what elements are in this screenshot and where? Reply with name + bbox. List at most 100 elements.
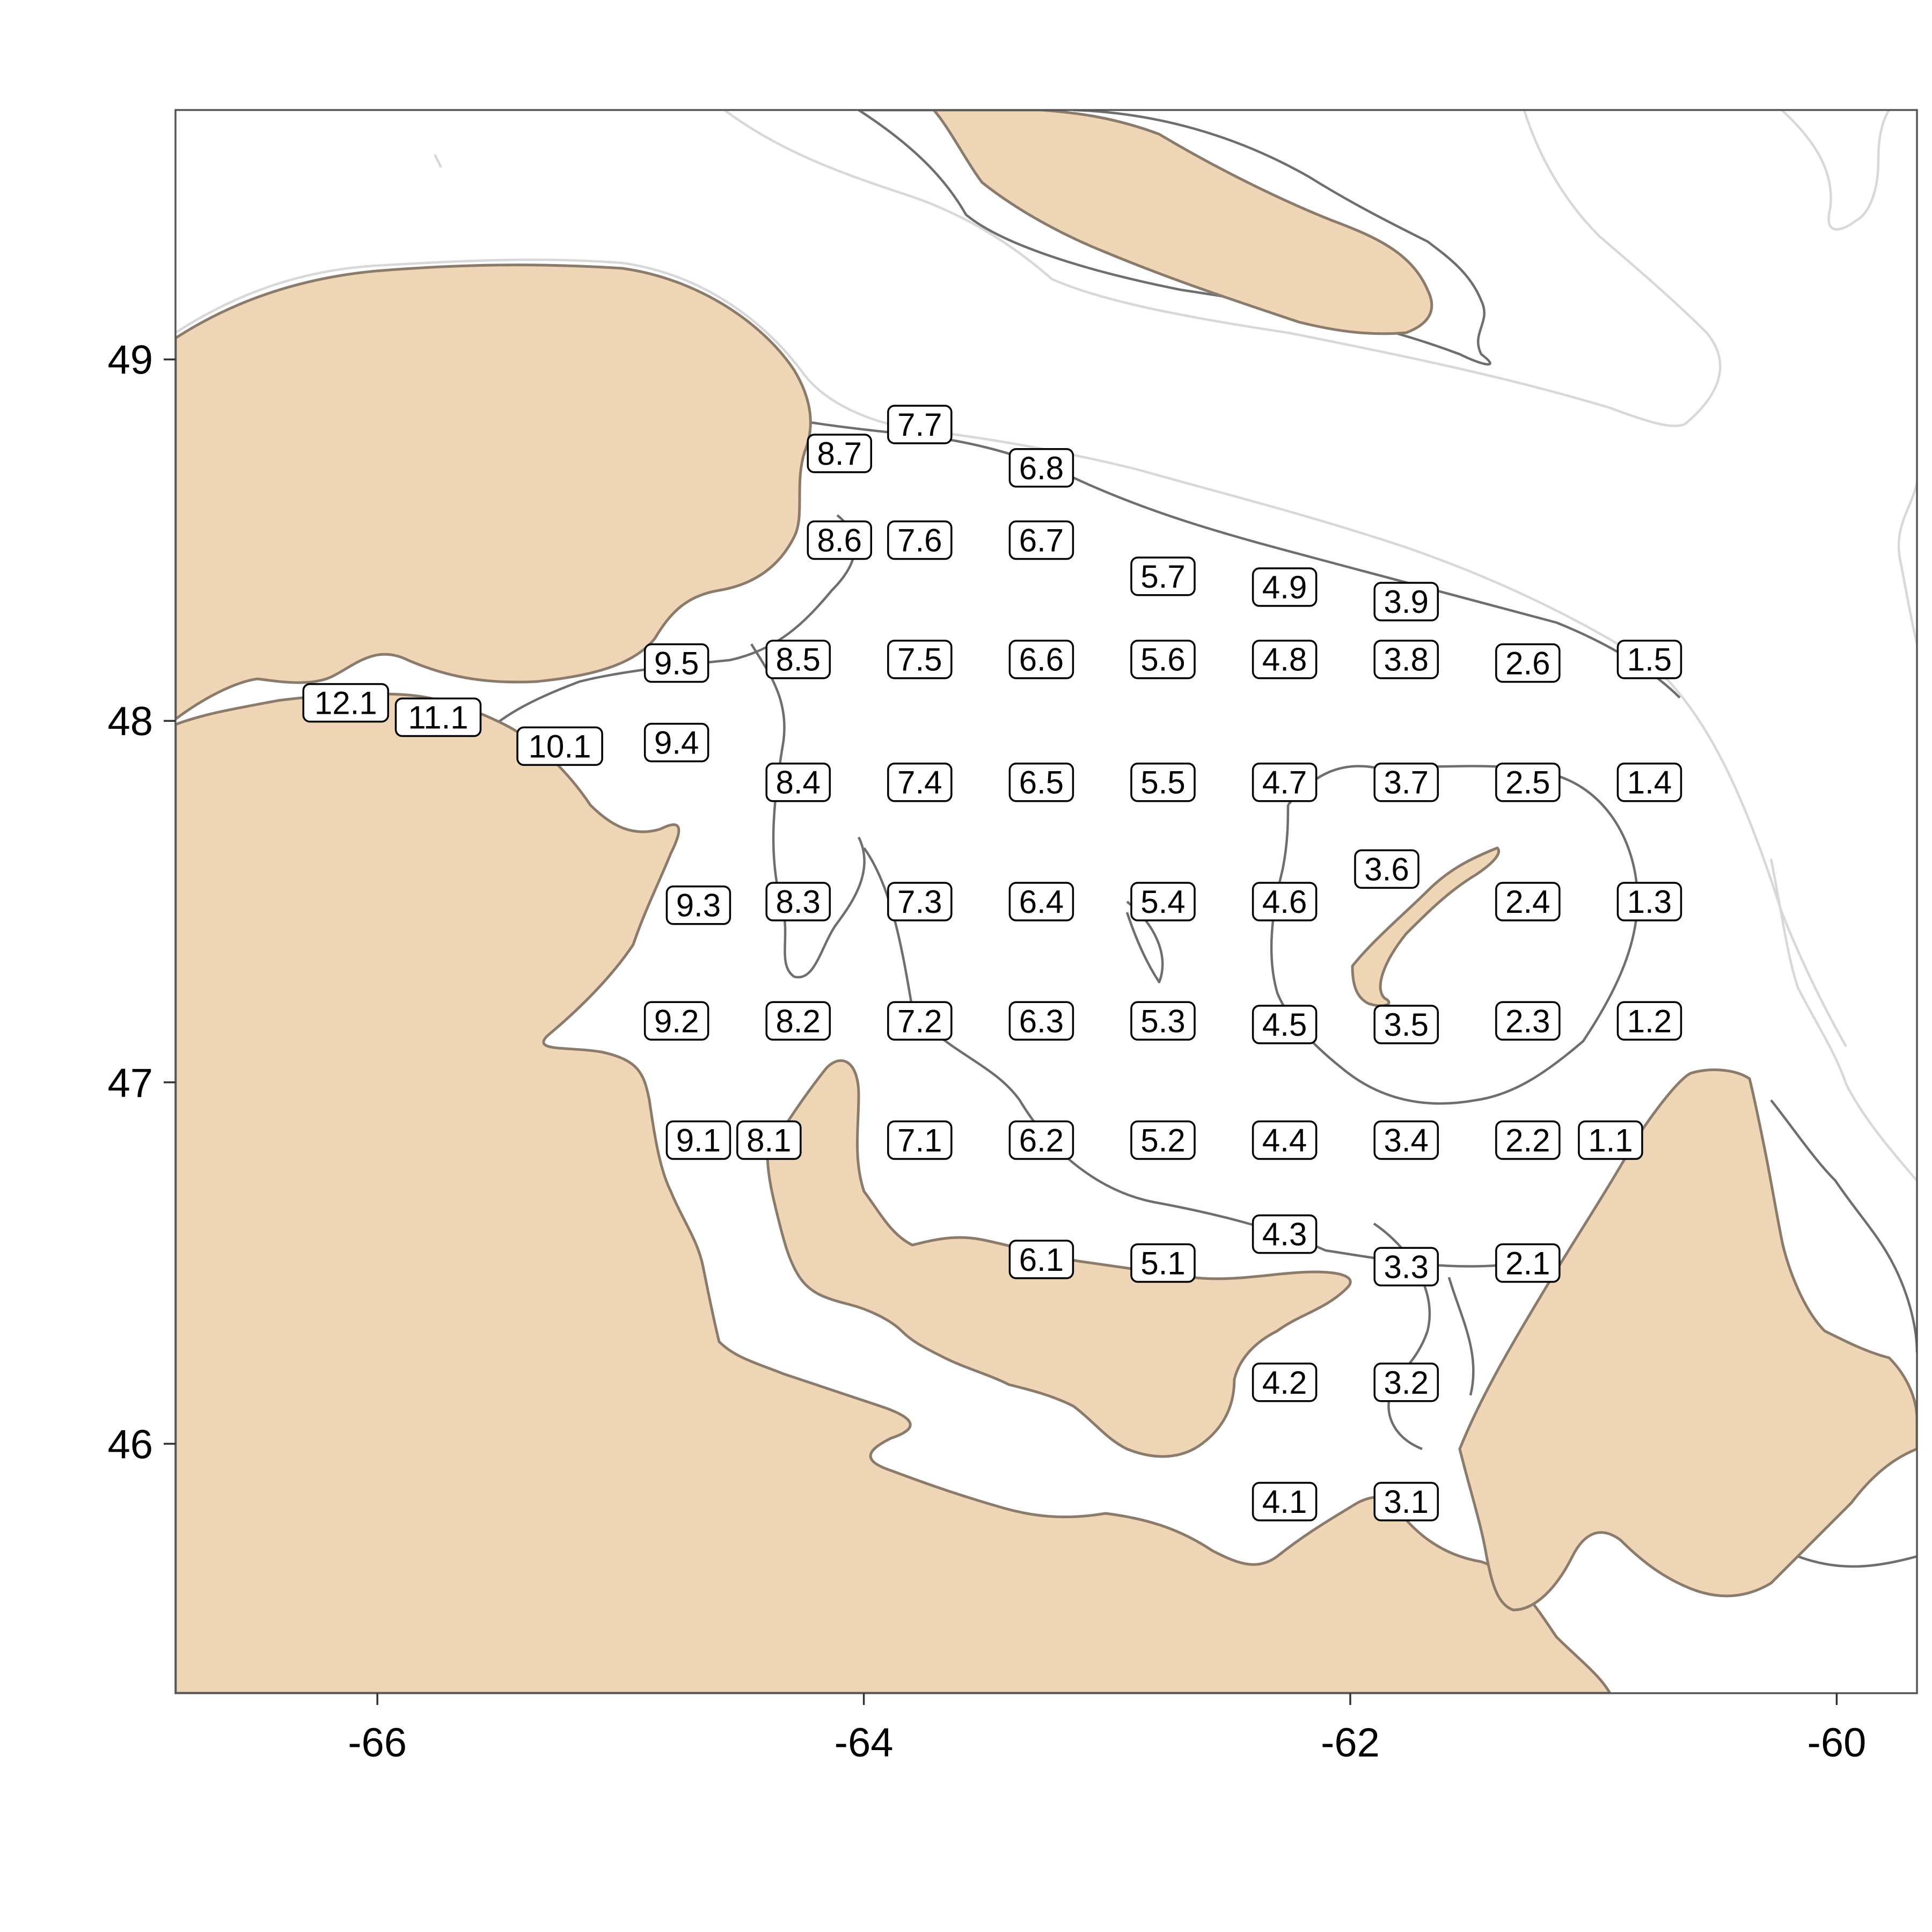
station-label-box [1252,1120,1318,1160]
station-marker[interactable]: 8.1 [736,1120,802,1160]
station-marker[interactable]: 4.2 [1252,1363,1318,1402]
station-label-box [887,1120,953,1160]
station-label-box [643,643,709,683]
station-marker[interactable]: 3.3 [1373,1247,1439,1287]
station-marker[interactable]: 3.6 [1354,849,1419,889]
station-marker[interactable]: 2.4 [1495,882,1561,921]
station-marker[interactable]: 1.5 [1616,639,1682,679]
station-label: 3.3 [1384,1249,1429,1285]
x-tick-label: -60 [1807,1720,1867,1766]
station-marker[interactable]: 6.1 [1008,1240,1074,1279]
station-marker[interactable]: 8.4 [765,762,831,802]
station-label-box [765,639,831,679]
station-label: 3.8 [1384,642,1429,678]
station-label-box [1130,762,1196,802]
station-marker[interactable]: 1.1 [1578,1120,1643,1160]
station-marker[interactable]: 3.4 [1373,1120,1439,1160]
station-marker[interactable]: 7.3 [887,882,953,921]
station-marker[interactable]: 2.1 [1495,1243,1561,1283]
station-marker[interactable]: 5.4 [1130,882,1196,921]
station-label-box [887,762,953,802]
station-marker[interactable]: 5.2 [1130,1120,1196,1160]
station-marker[interactable]: 7.7 [887,405,953,444]
station-marker[interactable]: 6.8 [1008,448,1074,488]
station-marker[interactable]: 5.1 [1130,1243,1196,1283]
station-marker[interactable]: 3.2 [1373,1363,1439,1402]
station-marker[interactable]: 7.4 [887,762,953,802]
station-label-box [1373,1482,1439,1521]
station-marker[interactable]: 7.6 [887,520,953,560]
station-marker[interactable]: 3.5 [1373,1005,1439,1044]
station-marker[interactable]: 6.7 [1008,520,1074,560]
station-marker[interactable]: 5.6 [1130,639,1196,679]
station-marker[interactable]: 4.9 [1252,567,1318,607]
station-marker[interactable]: 7.1 [887,1120,953,1160]
station-label: 4.7 [1262,765,1307,801]
station-marker[interactable]: 8.2 [765,1001,831,1041]
station-label: 3.9 [1384,584,1429,620]
station-label: 1.1 [1588,1123,1633,1159]
station-marker[interactable]: 9.5 [643,643,709,683]
station-marker[interactable]: 12.1 [302,683,389,723]
station-marker[interactable]: 6.6 [1008,639,1074,679]
station-marker[interactable]: 8.3 [765,882,831,921]
station-marker[interactable]: 9.1 [665,1120,731,1160]
station-marker[interactable]: 7.5 [887,639,953,679]
station-label-box [887,520,953,560]
station-marker[interactable]: 1.4 [1616,762,1682,802]
isobath-dark-magdalen-loop [750,643,866,979]
station-marker[interactable]: 5.7 [1130,557,1196,596]
station-marker[interactable]: 4.3 [1252,1214,1318,1254]
station-marker[interactable]: 3.7 [1373,762,1439,802]
station-label: 2.3 [1505,1003,1550,1039]
station-marker[interactable]: 4.6 [1252,882,1318,921]
station-label: 8.1 [747,1123,791,1159]
station-marker[interactable]: 8.7 [807,434,873,473]
station-label: 6.7 [1019,522,1064,558]
station-label: 11.1 [408,700,468,736]
station-marker[interactable]: 6.5 [1008,762,1074,802]
station-marker[interactable]: 6.2 [1008,1120,1074,1160]
station-marker[interactable]: 7.2 [887,1001,953,1041]
station-marker[interactable]: 1.2 [1616,1001,1682,1041]
station-marker[interactable]: 4.5 [1252,1005,1318,1044]
station-marker[interactable]: 4.8 [1252,639,1318,679]
station-marker[interactable]: 1.3 [1616,882,1682,921]
station-label-box [1616,882,1682,921]
y-tick-label: 47 [107,1060,153,1106]
station-marker[interactable]: 3.1 [1373,1482,1439,1521]
station-marker[interactable]: 4.1 [1252,1482,1318,1521]
station-label-box [643,722,709,763]
station-label: 3.5 [1384,1007,1429,1043]
station-marker[interactable]: 8.6 [807,520,873,560]
station-marker[interactable]: 10.1 [516,726,603,766]
station-marker[interactable]: 6.3 [1008,1001,1074,1041]
station-marker[interactable]: 11.1 [394,697,482,737]
station-marker[interactable]: 9.4 [643,722,709,763]
station-marker[interactable]: 5.5 [1130,762,1196,802]
x-tick-label: -64 [835,1720,894,1766]
station-marker[interactable]: 4.4 [1252,1120,1318,1160]
isobath-dark-anticosti [858,110,1491,366]
station-marker[interactable]: 3.9 [1373,582,1439,621]
station-marker[interactable]: 8.5 [765,639,831,679]
station-label: 5.5 [1140,765,1185,801]
station-marker[interactable]: 5.3 [1130,1001,1196,1041]
station-marker[interactable]: 2.2 [1495,1120,1561,1160]
station-label-box [665,1120,731,1160]
station-label: 2.1 [1505,1246,1550,1282]
station-marker[interactable]: 4.7 [1252,762,1318,802]
station-marker[interactable]: 9.3 [665,885,731,925]
station-label-box [1373,1363,1439,1402]
station-label: 6.1 [1019,1242,1064,1278]
station-marker[interactable]: 2.5 [1495,762,1561,802]
station-label: 6.2 [1019,1123,1064,1159]
station-marker[interactable]: 2.6 [1495,643,1561,683]
station-marker[interactable]: 3.8 [1373,639,1439,679]
station-marker[interactable]: 9.2 [643,1001,709,1041]
station-label-box [1616,762,1682,802]
station-marker[interactable]: 6.4 [1008,882,1074,921]
station-label: 8.5 [776,642,821,678]
station-marker[interactable]: 2.3 [1495,1001,1561,1041]
station-label-box [1252,1005,1318,1044]
